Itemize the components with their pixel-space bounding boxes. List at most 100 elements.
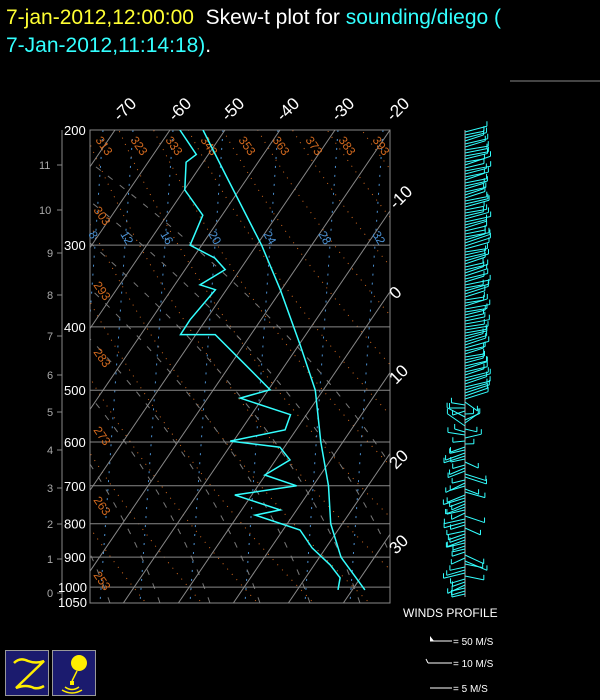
wind-barb (464, 178, 487, 184)
wind-barb (464, 357, 484, 364)
wind-barb (464, 346, 486, 352)
dry-adiabat-label: 353 (236, 134, 259, 159)
wind-barb (446, 530, 466, 536)
mixing-ratio-line (349, 130, 384, 603)
wind-barb (464, 476, 487, 485)
dry-adiabat-label: 363 (270, 134, 293, 159)
wind-barb (464, 371, 489, 379)
wind-barb (464, 205, 485, 211)
isotherm-label-right: 0 (385, 283, 405, 303)
wind-barb (464, 191, 486, 199)
wind-barb (449, 536, 466, 543)
dewpoint-line (179, 130, 341, 591)
mixing-ratio-label: 12 (117, 229, 136, 248)
wind-barb (443, 455, 466, 464)
wind-barb (464, 387, 488, 397)
wind-barb (464, 383, 488, 391)
pressure-tick-label: 500 (64, 383, 86, 398)
wind-barb (450, 524, 466, 530)
wind-barb (452, 548, 466, 553)
wind-barb (464, 325, 489, 331)
wind-barb (464, 253, 485, 259)
wind-barb (464, 275, 485, 283)
wind-barb (464, 368, 485, 376)
wind-barb (464, 527, 481, 536)
wind-barb (451, 503, 466, 511)
pressure-tick-label: 700 (64, 479, 86, 494)
wind-barb (464, 152, 488, 160)
wind-barb (444, 518, 466, 525)
dry-adiabat (291, 130, 390, 267)
mixing-ratio-line (244, 130, 279, 603)
wind-barb (464, 461, 479, 469)
wind-barb (446, 542, 466, 548)
wind-barb (451, 587, 466, 592)
wind-barb (446, 494, 466, 503)
wind-barb (464, 337, 486, 346)
dry-adiabat (187, 130, 390, 416)
wind-legend-label: = 10 M/S (453, 659, 494, 670)
dry-adiabat-label: 383 (336, 134, 359, 159)
wind-barb (452, 440, 466, 443)
mixing-ratio-label: 28 (315, 229, 334, 248)
height-tick-label: 10 (39, 205, 51, 217)
wind-barb (464, 145, 489, 151)
wind-barb (464, 167, 487, 175)
z-logo-icon (13, 658, 45, 690)
dry-adiabat-label: 303 (91, 204, 114, 229)
wind-barb (464, 355, 485, 361)
wind-barb (450, 458, 466, 463)
wind-barb (454, 428, 466, 433)
mixing-ratio-label: 8 (85, 229, 101, 242)
isotherm (90, 130, 116, 168)
wind-barb (464, 353, 484, 358)
wind-barb (464, 225, 487, 232)
wind-barb (451, 551, 466, 557)
dry-adiabat-label: 253 (91, 569, 114, 594)
height-tick-label: 3 (47, 483, 53, 495)
zebra-logo-button[interactable] (5, 650, 49, 696)
wind-barb (464, 313, 484, 319)
wind-barb (464, 298, 488, 307)
dry-adiabat (391, 123, 600, 601)
wind-barb (447, 539, 466, 548)
wind-barb (464, 132, 487, 139)
wind-barb (450, 446, 466, 453)
wind-barb (464, 296, 485, 301)
isotherm-label-top: -70 (109, 94, 140, 125)
wind-barb (446, 569, 466, 576)
wind-barb (464, 284, 484, 289)
height-tick-label: 5 (47, 407, 53, 419)
wind-barb (446, 407, 466, 418)
isotherm-label-top: -50 (217, 94, 248, 125)
dry-adiabat (90, 300, 312, 602)
dry-adiabat-label: 323 (128, 134, 151, 159)
pressure-tick-label: 600 (64, 435, 86, 450)
wind-barb (464, 323, 485, 328)
wind-barb (464, 319, 490, 325)
dry-adiabat-label: 263 (91, 494, 114, 519)
wind-barb (464, 233, 491, 244)
height-tick-label: 6 (47, 370, 53, 382)
dry-adiabat (0, 123, 33, 601)
wind-barb (447, 431, 466, 436)
isotherm-label-top: -30 (327, 94, 358, 125)
wind-barb (464, 488, 479, 495)
wind-barb (452, 545, 466, 551)
isotherm-label-top: -20 (382, 94, 413, 125)
mixing-ratio-label: 24 (260, 229, 279, 248)
wind-barb (446, 509, 466, 515)
dry-adiabat-label: 333 (163, 134, 186, 159)
balloon-logo-button[interactable] (52, 650, 96, 696)
wind-barb (464, 249, 486, 256)
wind-barb (464, 241, 490, 250)
wind-barb (445, 452, 466, 461)
isotherm (90, 130, 281, 411)
isotherm (177, 290, 390, 603)
wind-barb (452, 464, 466, 469)
dry-adiabat-label: 313 (93, 134, 116, 159)
wind-barb (443, 572, 466, 579)
wind-barb (464, 219, 487, 226)
wind-barb (452, 479, 466, 484)
wind-barb (451, 557, 466, 565)
